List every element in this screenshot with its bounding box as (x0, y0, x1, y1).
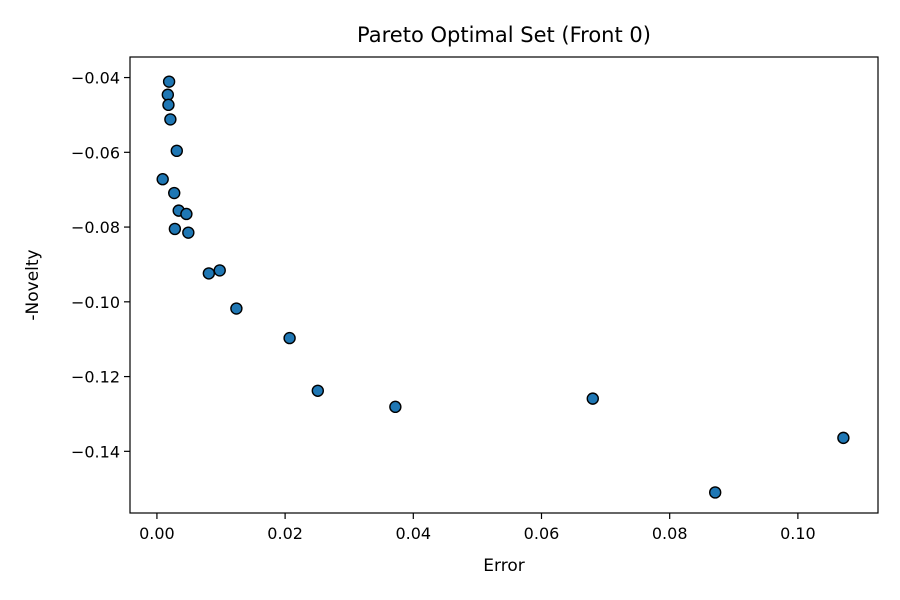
scatter-point (213, 264, 226, 277)
x-axis: 0.00 0.02 0.04 0.06 0.08 0.10 (139, 513, 816, 543)
scatter-point (161, 88, 175, 101)
y-tick-label: −0.12 (71, 368, 120, 387)
scatter-point (168, 222, 182, 236)
scatter-point (156, 173, 169, 186)
x-axis-label: Error (483, 556, 524, 576)
scatter-point (708, 486, 722, 499)
scatter-point (180, 207, 193, 221)
y-tick-label: −0.10 (71, 293, 120, 312)
y-tick-label: −0.06 (71, 143, 120, 162)
scatter-point (202, 267, 216, 280)
y-tick-label: −0.08 (71, 218, 120, 237)
scatter-point (182, 226, 195, 239)
scatter-point (389, 400, 402, 414)
scatter-point (311, 384, 325, 397)
chart-title: Pareto Optimal Set (Front 0) (357, 23, 651, 47)
x-tick-label: 0.06 (524, 524, 560, 543)
x-tick-label: 0.04 (395, 524, 431, 543)
x-tick-label: 0.08 (652, 524, 688, 543)
data-points (156, 75, 850, 499)
y-axis-label: -Novelty (23, 249, 43, 320)
scatter-point (168, 186, 181, 200)
scatter-point (230, 302, 243, 315)
plot-frame (129, 56, 879, 514)
scatter-point (162, 75, 176, 88)
scatter-point (164, 113, 177, 126)
scatter-point (837, 431, 850, 445)
scatter-point (162, 98, 175, 112)
y-tick-label: −0.04 (71, 69, 120, 88)
scatter-point (586, 392, 599, 405)
scatter-point (170, 144, 183, 158)
x-tick-label: 0.10 (780, 524, 816, 543)
y-tick-label: −0.14 (71, 442, 120, 461)
y-axis: −0.04 −0.06 −0.08 −0.10 −0.12 −0.14 (71, 69, 130, 461)
scatter-point (283, 331, 296, 345)
x-tick-label: 0.00 (139, 524, 175, 543)
x-tick-label: 0.02 (267, 524, 303, 543)
